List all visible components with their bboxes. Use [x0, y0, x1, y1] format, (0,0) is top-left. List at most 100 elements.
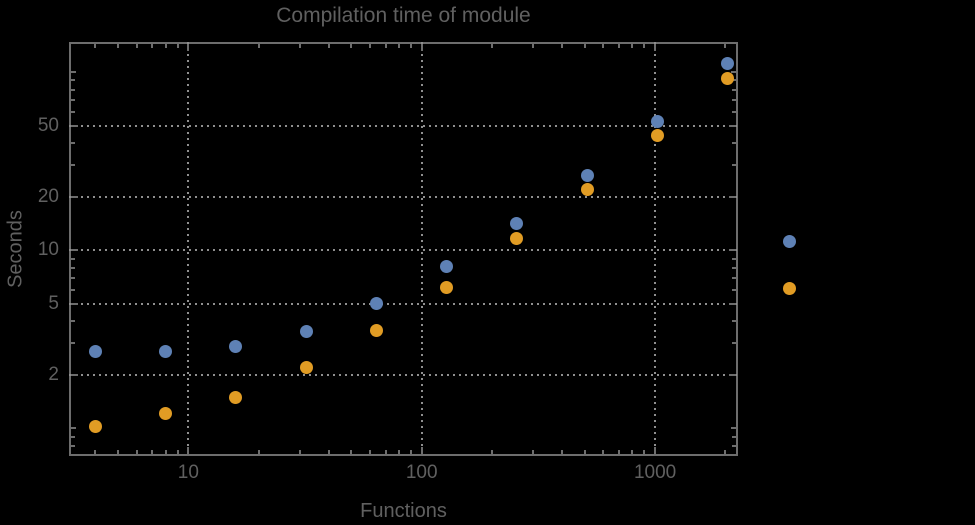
y-tick-minor	[732, 320, 736, 323]
x-gridline	[654, 42, 657, 456]
x-tick-major	[187, 447, 190, 454]
x-tick-major	[420, 447, 423, 454]
y-tick-major	[729, 124, 736, 127]
x-tick-minor	[631, 450, 634, 454]
y-tick-minor	[71, 164, 75, 167]
x-axis-label: Functions	[360, 500, 447, 522]
x-tick-minor	[583, 44, 586, 48]
x-tick-minor	[410, 450, 413, 454]
x-tick-minor	[631, 44, 634, 48]
x-tick-minor	[164, 44, 167, 48]
y-tick-major	[729, 373, 736, 376]
y-tick-minor	[732, 276, 736, 279]
plot-frame	[69, 42, 738, 456]
data-point-series-2	[369, 323, 383, 337]
data-point-series-2	[650, 129, 664, 143]
x-tick-major	[187, 44, 190, 51]
y-tick-minor	[71, 88, 75, 91]
x-tick-label: 1000	[633, 462, 677, 483]
x-tick-major	[654, 44, 657, 51]
data-point-series-1	[159, 345, 173, 359]
x-tick-minor	[583, 450, 586, 454]
y-tick-minor	[732, 164, 736, 167]
y-tick-minor	[71, 110, 75, 113]
y-tick-major	[71, 195, 78, 198]
chart-title: Compilation time of module	[276, 4, 531, 27]
x-tick-minor	[532, 450, 535, 454]
y-gridline	[69, 302, 738, 305]
x-tick-minor	[643, 450, 646, 454]
y-tick-medium	[731, 71, 736, 74]
data-point-series-1	[721, 57, 735, 71]
y-tick-minor	[732, 88, 736, 91]
x-tick-minor	[117, 450, 120, 454]
x-tick-label: 10	[177, 462, 199, 483]
x-tick-minor	[350, 450, 353, 454]
x-tick-minor	[410, 44, 413, 48]
data-point-series-1	[229, 339, 243, 353]
x-tick-minor	[384, 450, 387, 454]
x-tick-minor	[490, 44, 493, 48]
x-tick-minor	[602, 450, 605, 454]
x-tick-minor	[135, 450, 138, 454]
y-tick-minor	[732, 257, 736, 260]
x-tick-minor	[368, 44, 371, 48]
y-tick-minor	[71, 142, 75, 145]
x-tick-minor	[94, 450, 97, 454]
y-tick-minor	[71, 266, 75, 269]
y-tick-medium	[731, 427, 736, 430]
x-gridline	[420, 42, 423, 456]
y-tick-minor	[732, 79, 736, 82]
data-point-series-1	[369, 297, 383, 311]
x-tick-minor	[490, 450, 493, 454]
y-tick-minor	[71, 444, 75, 447]
x-tick-major	[420, 44, 423, 51]
y-tick-minor	[732, 342, 736, 345]
x-tick-minor	[257, 44, 260, 48]
x-tick-minor	[164, 450, 167, 454]
y-gridline	[69, 195, 738, 198]
x-tick-minor	[398, 44, 401, 48]
data-point-series-1	[299, 325, 313, 339]
y-tick-minor	[71, 79, 75, 82]
x-tick-minor	[384, 44, 387, 48]
x-tick-minor	[176, 44, 179, 48]
x-tick-minor	[117, 44, 120, 48]
y-tick-minor	[732, 142, 736, 145]
x-tick-minor	[298, 450, 301, 454]
x-tick-label: 100	[405, 462, 438, 483]
data-point-series-2	[159, 407, 173, 421]
x-tick-minor	[368, 450, 371, 454]
y-tick-major	[71, 124, 78, 127]
y-tick-minor	[71, 320, 75, 323]
x-tick-minor	[151, 450, 154, 454]
legend-marker-2	[782, 281, 796, 295]
x-tick-minor	[327, 44, 330, 48]
y-tick-minor	[71, 257, 75, 260]
data-point-series-2	[510, 232, 524, 246]
legend-marker-1	[782, 234, 796, 248]
y-tick-minor	[71, 288, 75, 291]
data-point-series-2	[580, 182, 594, 196]
data-point-series-2	[440, 280, 454, 294]
y-tick-minor	[732, 98, 736, 101]
y-axis-label: Seconds	[4, 210, 27, 288]
y-tick-major	[729, 302, 736, 305]
data-point-series-2	[88, 420, 102, 434]
x-tick-minor	[257, 450, 260, 454]
y-tick-medium	[71, 427, 76, 430]
y-gridline	[69, 373, 738, 376]
data-point-series-2	[229, 390, 243, 404]
y-tick-major	[71, 249, 78, 252]
x-tick-minor	[151, 44, 154, 48]
x-tick-minor	[176, 450, 179, 454]
x-tick-minor	[561, 450, 564, 454]
x-tick-minor	[561, 44, 564, 48]
y-tick-label: 20	[37, 185, 59, 207]
x-tick-minor	[298, 44, 301, 48]
y-tick-label: 50	[37, 114, 59, 136]
y-gridline	[69, 249, 738, 252]
data-point-series-1	[510, 217, 524, 231]
y-gridline	[69, 124, 738, 127]
